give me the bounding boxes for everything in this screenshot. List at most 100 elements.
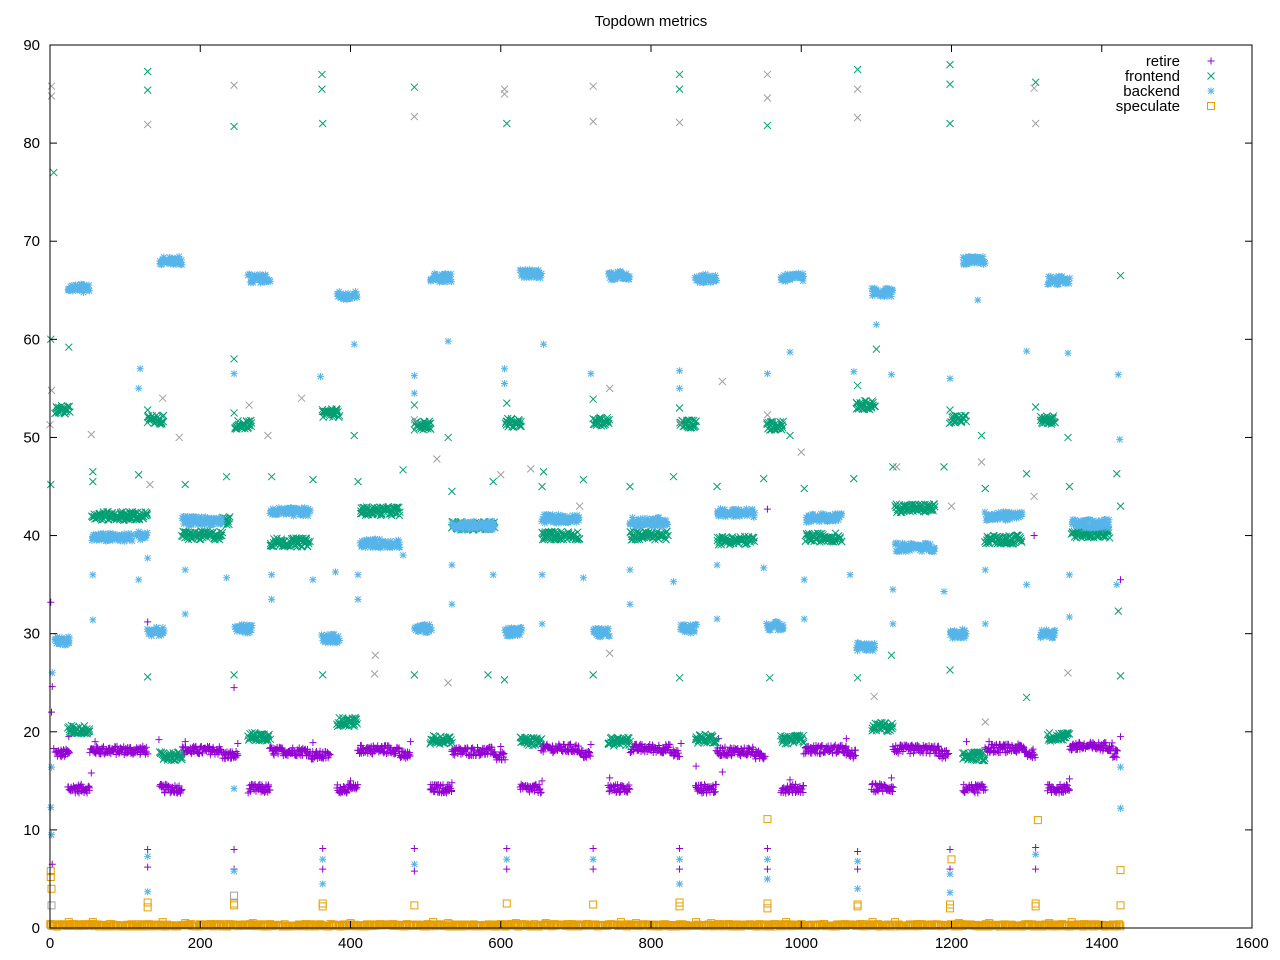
backend-point xyxy=(538,620,546,628)
backend-point xyxy=(1032,850,1040,858)
retire-point xyxy=(353,784,361,792)
retire-point xyxy=(230,846,238,854)
frontend-point xyxy=(230,671,238,679)
retire-point xyxy=(963,738,971,746)
retire-point xyxy=(395,744,403,752)
backend-point xyxy=(587,370,595,378)
retire-point xyxy=(302,747,310,755)
retire-point xyxy=(711,788,719,796)
retire-point xyxy=(503,865,511,873)
frontend-point xyxy=(88,467,97,476)
backend-point xyxy=(319,855,327,863)
backend-point xyxy=(579,574,587,582)
backend-point xyxy=(538,571,546,579)
backend-point xyxy=(854,857,862,865)
backend-point xyxy=(410,372,418,380)
retire-point xyxy=(798,785,806,793)
frontend-point xyxy=(230,355,238,363)
retire-point xyxy=(206,743,214,751)
backend-point xyxy=(676,880,684,888)
backend-point xyxy=(396,543,404,551)
backend-point xyxy=(501,365,509,373)
retire-point xyxy=(536,785,544,793)
frontend-point xyxy=(589,671,598,679)
backend-point xyxy=(48,831,56,839)
retire-point xyxy=(91,738,99,746)
frontend-point xyxy=(309,475,317,484)
backend-point xyxy=(353,293,361,301)
retire-point xyxy=(111,743,119,751)
retire-point xyxy=(842,735,850,743)
frontend-point xyxy=(143,86,152,94)
frontend-point xyxy=(318,671,327,679)
retire-point xyxy=(800,782,808,790)
backend-point xyxy=(306,506,314,514)
retire-point xyxy=(565,741,573,749)
frontend-point xyxy=(1064,433,1072,442)
retire-point xyxy=(887,774,895,782)
retire-point xyxy=(854,847,862,855)
backend-point xyxy=(399,551,407,559)
backend-point xyxy=(309,576,317,584)
retire-point xyxy=(758,753,766,761)
backend-point xyxy=(946,375,954,383)
retire-point xyxy=(357,742,365,750)
backend-point xyxy=(128,537,136,545)
backend-point xyxy=(268,571,276,579)
backend-point xyxy=(692,621,700,629)
backend-point xyxy=(540,340,548,348)
frontend-point xyxy=(675,404,684,412)
retire-point xyxy=(589,845,597,853)
backend-point xyxy=(670,578,678,586)
retire-point xyxy=(1030,532,1038,540)
frontend-point xyxy=(589,395,598,404)
retire-point xyxy=(718,768,726,776)
retire-point xyxy=(888,787,896,795)
frontend-point xyxy=(889,463,897,471)
backend-point xyxy=(626,566,634,574)
backend-point xyxy=(981,259,989,267)
backend-point xyxy=(181,610,189,618)
backend-point xyxy=(763,855,771,863)
backend-point xyxy=(501,379,509,387)
frontend-point xyxy=(410,83,419,92)
retire-point xyxy=(744,744,752,752)
frontend-point xyxy=(517,422,525,431)
retire-point xyxy=(666,741,674,749)
frontend-point xyxy=(853,65,862,74)
backend-point xyxy=(786,348,794,356)
retire-point xyxy=(410,845,418,853)
backend-point xyxy=(626,273,634,281)
retire-point xyxy=(763,865,771,873)
frontend-point xyxy=(143,406,152,414)
frontend-point xyxy=(134,470,143,479)
backend-point xyxy=(626,600,634,608)
backend-point xyxy=(331,568,339,576)
frontend-point xyxy=(46,480,55,489)
retire-point xyxy=(728,752,736,760)
frontend-point xyxy=(872,345,881,353)
retire-point xyxy=(93,742,101,750)
backend-point xyxy=(763,875,771,883)
backend-point xyxy=(1114,371,1122,379)
backend-point xyxy=(850,368,858,376)
backend-point xyxy=(713,277,721,285)
backend-point xyxy=(946,870,954,878)
backend-point xyxy=(518,627,526,635)
frontend-point xyxy=(448,487,456,496)
retire-point xyxy=(180,744,188,752)
retire-point xyxy=(112,750,120,758)
backend-point xyxy=(871,644,879,652)
frontend-point xyxy=(763,121,772,130)
retire-point xyxy=(537,789,545,797)
frontend-point xyxy=(489,477,498,486)
backend-point xyxy=(223,574,231,582)
frontend-point xyxy=(1031,403,1040,411)
backend-point xyxy=(144,554,152,562)
backend-point xyxy=(319,880,327,888)
retire-point xyxy=(407,738,415,746)
frontend-point xyxy=(143,672,152,681)
backend-point xyxy=(354,595,362,603)
retire-point xyxy=(567,740,574,748)
backend-point xyxy=(261,271,269,279)
